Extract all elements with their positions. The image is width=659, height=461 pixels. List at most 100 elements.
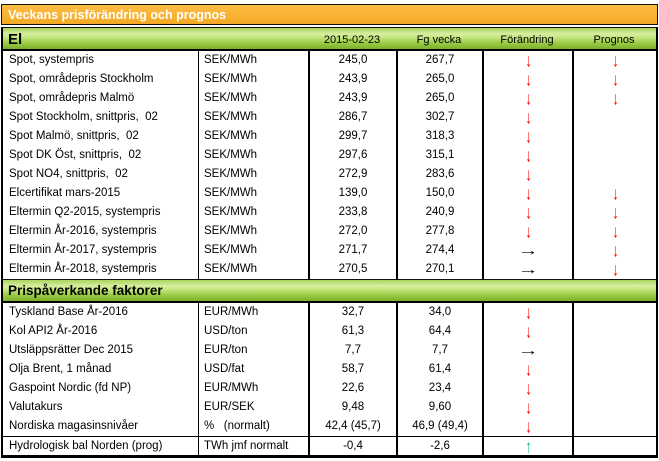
row-unit: SEK/MWh <box>198 222 308 241</box>
row-label: Utsläppsrätter Dec 2015 <box>9 344 134 356</box>
previous-value: 240,9 <box>396 203 482 222</box>
down-arrow-icon: ↓ <box>524 146 532 165</box>
row-unit: SEK/MWh <box>198 89 308 108</box>
forecast-cell <box>572 379 656 398</box>
table-row: Spot Stockholm, snittpris, 02 SEK/MWh 28… <box>3 108 656 127</box>
right-arrow-icon: → <box>517 261 539 277</box>
change-cell: ↓ <box>482 146 572 165</box>
table-row: Spot Malmö, snittpris, 02 SEK/MWh 299,7 … <box>3 127 656 146</box>
down-arrow-icon: ↓ <box>611 184 619 203</box>
section-title-factors: Prispåverkande faktorer <box>8 283 163 298</box>
forecast-cell <box>572 417 656 436</box>
row-unit: SEK/MWh <box>198 70 308 89</box>
change-cell: ↓ <box>482 360 572 379</box>
change-cell: ↓ <box>482 165 572 184</box>
current-value: 243,9 <box>308 70 396 89</box>
report-title: Veckans prisförändring och prognos <box>8 8 227 22</box>
change-cell: ↓ <box>482 398 572 417</box>
change-cell: ↓ <box>482 70 572 89</box>
current-value: 139,0 <box>308 184 396 203</box>
table-row: Elcertifikat mars-2015 SEK/MWh 139,0 150… <box>3 184 656 203</box>
current-value: 297,6 <box>308 146 396 165</box>
row-unit: SEK/MWh <box>198 241 308 260</box>
forecast-cell <box>572 127 656 146</box>
change-cell: → <box>482 341 572 360</box>
down-arrow-icon: ↓ <box>524 89 532 108</box>
row-unit: SEK/MWh <box>198 203 308 222</box>
row-unit: % (normalt) <box>198 417 308 436</box>
current-value: 271,7 <box>308 241 396 260</box>
row-unit: TWh jmf normalt <box>198 436 308 455</box>
change-cell: → <box>482 241 572 260</box>
current-value: 272,9 <box>308 165 396 184</box>
change-cell: ↓ <box>482 303 572 322</box>
forecast-cell: ↓ <box>572 260 656 279</box>
row-unit: SEK/MWh <box>198 146 308 165</box>
previous-value: 46,9 (49,4) <box>396 417 482 436</box>
previous-value: 277,8 <box>396 222 482 241</box>
down-arrow-icon: ↓ <box>524 398 532 417</box>
down-arrow-icon: ↓ <box>611 70 619 89</box>
table-row: Eltermin År-2017, systempris SEK/MWh 271… <box>3 241 656 260</box>
down-arrow-icon: ↓ <box>524 108 532 127</box>
table-row: Eltermin Q2-2015, systempris SEK/MWh 233… <box>3 203 656 222</box>
column-header-prev-week: Fg vecka <box>416 34 462 46</box>
forecast-cell <box>572 322 656 341</box>
change-cell: ↑ <box>482 436 572 455</box>
change-cell: ↓ <box>482 417 572 436</box>
previous-value: 270,1 <box>396 260 482 279</box>
down-arrow-icon: ↓ <box>524 222 532 241</box>
forecast-cell: ↓ <box>572 89 656 108</box>
row-label: Eltermin Q2-2015, systempris <box>9 206 161 218</box>
table-row: Spot DK Öst, snittpris, 02 SEK/MWh 297,6… <box>3 146 656 165</box>
row-label: Hydrologisk bal Norden (prog) <box>3 436 198 455</box>
down-arrow-icon: ↓ <box>524 51 532 70</box>
down-arrow-icon: ↓ <box>611 203 619 222</box>
row-unit: SEK/MWh <box>198 127 308 146</box>
forecast-cell <box>572 341 656 360</box>
current-value: 58,7 <box>308 360 396 379</box>
forecast-cell <box>572 360 656 379</box>
factors-section-body: Tyskland Base År-2016 EUR/MWh 32,7 34,0 … <box>3 303 656 455</box>
previous-value: 23,4 <box>396 379 482 398</box>
current-value: 42,4 (45,7) <box>308 417 396 436</box>
up-arrow-icon: ↑ <box>524 436 532 455</box>
row-label: Eltermin År-2016, systempris <box>9 225 157 237</box>
table-row: Valutakurs EUR/SEK 9,48 9,60 ↓ <box>3 398 656 417</box>
previous-value: 34,0 <box>396 303 482 322</box>
row-unit: SEK/MWh <box>198 184 308 203</box>
row-unit: SEK/MWh <box>198 165 308 184</box>
previous-value: 267,7 <box>396 51 482 70</box>
current-value: 9,48 <box>308 398 396 417</box>
el-section-body: Spot, systempris SEK/MWh 245,0 267,7 ↓ ↓… <box>3 51 656 279</box>
previous-value: -2,6 <box>396 436 482 455</box>
forecast-cell <box>572 303 656 322</box>
row-unit: SEK/MWh <box>198 51 308 70</box>
table-row: Gaspoint Nordic (fd NP) EUR/MWh 22,6 23,… <box>3 379 656 398</box>
down-arrow-icon: ↓ <box>524 303 532 322</box>
forecast-cell <box>572 108 656 127</box>
forecast-cell <box>572 398 656 417</box>
row-unit: EUR/ton <box>198 341 308 360</box>
row-label: Valutakurs <box>9 401 63 413</box>
down-arrow-icon: ↓ <box>611 241 619 260</box>
change-cell: ↓ <box>482 222 572 241</box>
right-arrow-icon: → <box>517 342 539 358</box>
row-unit: EUR/MWh <box>198 379 308 398</box>
table-row: Eltermin År-2016, systempris SEK/MWh 272… <box>3 222 656 241</box>
previous-value: 318,3 <box>396 127 482 146</box>
current-value: 233,8 <box>308 203 396 222</box>
table-row: Olja Brent, 1 månad USD/fat 58,7 61,4 ↓ <box>3 360 656 379</box>
table-row: Utsläppsrätter Dec 2015 EUR/ton 7,7 7,7 … <box>3 341 656 360</box>
current-value: 299,7 <box>308 127 396 146</box>
previous-value: 9,60 <box>396 398 482 417</box>
down-arrow-icon: ↓ <box>524 203 532 222</box>
down-arrow-icon: ↓ <box>611 260 619 279</box>
table-row: Hydrologisk bal Norden (prog) TWh jmf no… <box>3 436 656 455</box>
forecast-cell <box>572 165 656 184</box>
row-unit: EUR/MWh <box>198 303 308 322</box>
row-label: Olja Brent, 1 månad <box>9 363 112 375</box>
row-label: Spot, områdepris Stockholm <box>9 73 154 85</box>
previous-value: 7,7 <box>396 341 482 360</box>
price-table: El 2015-02-23 Fg vecka Förändring Progno… <box>1 27 658 458</box>
